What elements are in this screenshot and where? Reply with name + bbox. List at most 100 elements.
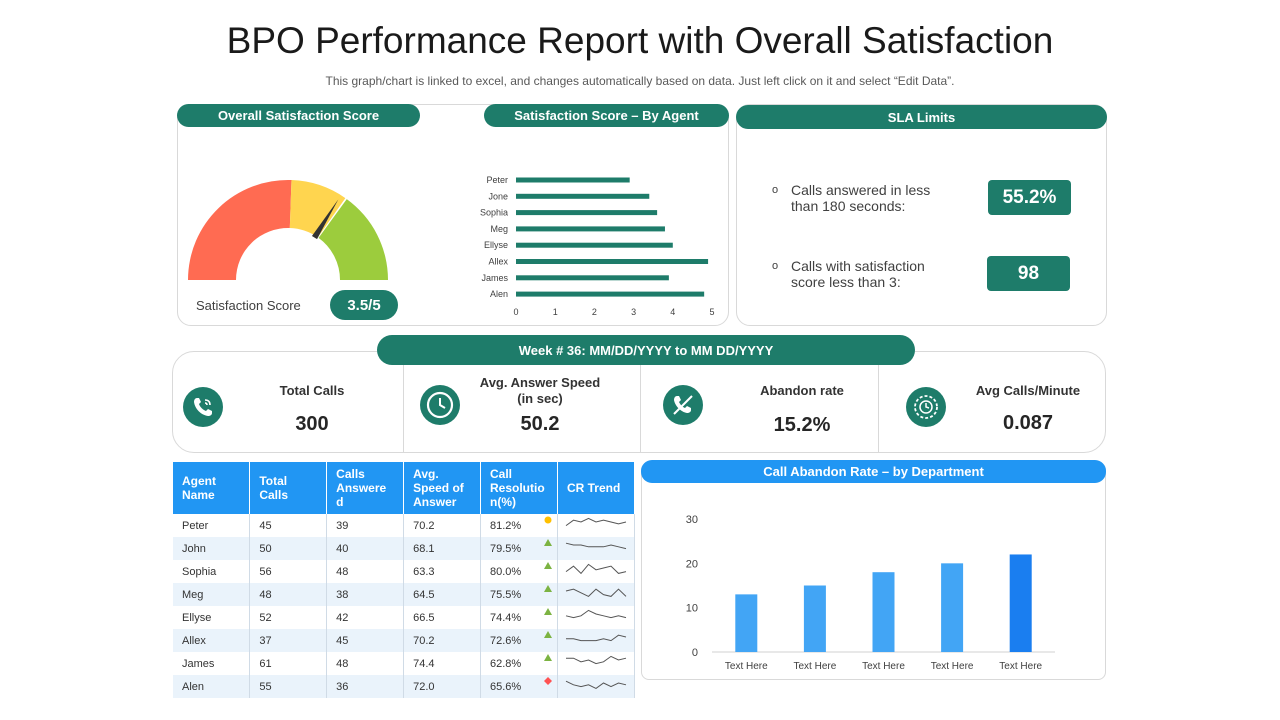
header-line: d bbox=[336, 495, 344, 509]
total-calls-cell-text: 37 bbox=[259, 634, 272, 647]
calls-answered-cell-text: 39 bbox=[336, 519, 349, 532]
call-resolution-cell: 62.8% bbox=[480, 652, 558, 675]
col-avg-speed: Avg. Speed of Answer bbox=[403, 462, 481, 514]
abandon-bar bbox=[1009, 554, 1032, 652]
table-row: James 61 48 74.4 62.8% bbox=[173, 652, 636, 675]
calls-answered-cell-text: 48 bbox=[336, 657, 349, 670]
calls-answered-cell-text: 42 bbox=[336, 611, 349, 624]
agent-bar bbox=[516, 193, 650, 199]
up-triangle-icon bbox=[543, 585, 552, 592]
x-category-label: Text Here bbox=[862, 661, 905, 672]
avg-calls-value: 0.087 bbox=[1002, 412, 1054, 434]
sla-satisfaction-value: 98 bbox=[987, 256, 1070, 291]
agent-name-cell-text: Allex bbox=[182, 634, 206, 647]
avg-speed-cell: 74.4 bbox=[403, 652, 481, 675]
sla-answered-line1: Calls answered in less bbox=[791, 182, 931, 198]
call-resolution-cell: 65.6% bbox=[480, 675, 558, 698]
abandon-rate-label: Abandon rate bbox=[760, 383, 844, 398]
x-tick-label: 1 bbox=[553, 307, 558, 317]
circle-indicator-icon bbox=[544, 516, 552, 524]
call-resolution-cell: 81.2% bbox=[480, 514, 558, 537]
agent-name-cell-text: Alen bbox=[182, 680, 205, 693]
table-row: Allex 37 45 70.2 72.6% bbox=[173, 629, 636, 652]
avg-speed-cell-text: 68.1 bbox=[413, 542, 435, 555]
agent-bar bbox=[516, 259, 709, 264]
up-triangle-icon bbox=[543, 562, 552, 569]
sla-satisfaction-line1: Calls with satisfaction bbox=[791, 258, 925, 274]
avg-speed-cell-text: 70.2 bbox=[413, 634, 435, 647]
agent-name-cell-text: Peter bbox=[182, 519, 209, 532]
calls-answered-cell-text: 45 bbox=[336, 634, 349, 647]
answer-speed-value: 50.2 bbox=[520, 413, 560, 435]
abandon-header: Call Abandon Rate – by Department bbox=[641, 460, 1106, 483]
sparkline-path bbox=[565, 517, 627, 527]
abandon-bar bbox=[872, 572, 895, 652]
sla-panel bbox=[736, 104, 1107, 326]
overall-satisfaction-header: Overall Satisfaction Score bbox=[177, 104, 420, 127]
agent-bar bbox=[516, 275, 669, 281]
cr-trend-cell bbox=[557, 675, 636, 698]
agent-name-cell: John bbox=[173, 537, 251, 560]
avg-speed-cell: 70.2 bbox=[403, 514, 481, 537]
table-row: Ellyse 52 42 66.5 74.4% bbox=[173, 606, 636, 629]
agent-name-cell-text: Ellyse bbox=[182, 611, 212, 624]
answer-speed-label: Avg. Answer Speed bbox=[479, 375, 601, 390]
agent-bar bbox=[516, 226, 665, 232]
avg-speed-cell: 70.2 bbox=[403, 629, 481, 652]
call-resolution-cell-text: 72.6% bbox=[490, 634, 522, 647]
calls-answered-cell-text: 38 bbox=[336, 588, 349, 601]
calls-answered-cell: 36 bbox=[326, 675, 405, 698]
calls-answered-cell: 45 bbox=[326, 629, 405, 652]
agent-name-cell: James bbox=[173, 652, 251, 675]
hangup-icon bbox=[663, 385, 703, 425]
x-tick-label: 3 bbox=[631, 307, 636, 317]
gauge-needle bbox=[311, 199, 339, 240]
calls-answered-cell: 48 bbox=[326, 560, 405, 583]
agent-name-cell: Ellyse bbox=[173, 606, 251, 629]
agent-axis-label: Allex bbox=[488, 257, 508, 267]
call-resolution-cell-text: 75.5% bbox=[490, 588, 522, 601]
col-calls-answered: Calls Answere d bbox=[326, 462, 405, 514]
col-total-calls: Total Calls bbox=[249, 462, 328, 514]
agent-bar bbox=[516, 242, 673, 248]
abandon-bar bbox=[941, 563, 964, 652]
call-resolution-cell-text: 74.4% bbox=[490, 611, 522, 624]
total-calls-label: Total Calls bbox=[279, 383, 345, 398]
total-calls-cell: 61 bbox=[249, 652, 328, 675]
sla-satisfaction-line2: score less than 3: bbox=[791, 274, 901, 290]
total-calls-cell-text: 55 bbox=[259, 680, 272, 693]
avg-speed-cell: 72.0 bbox=[403, 675, 481, 698]
cr-trend-cell bbox=[557, 560, 636, 583]
cr-trend-cell bbox=[557, 583, 636, 606]
page-title: BPO Performance Report with Overall Sati… bbox=[226, 20, 1054, 61]
header-line: Speed of bbox=[413, 481, 464, 495]
x-category-label: Text Here bbox=[725, 661, 768, 672]
avg-speed-cell: 68.1 bbox=[403, 537, 481, 560]
cr-trend-cell bbox=[557, 652, 636, 675]
bullet-icon: o bbox=[772, 184, 779, 196]
calls-answered-cell: 39 bbox=[326, 514, 405, 537]
sparkline-path bbox=[565, 634, 627, 642]
agent-satisfaction-chart: Peter Jone Sophia Meg Ellyse Allex James Alen 0 1… bbox=[480, 175, 715, 317]
sla-header: SLA Limits bbox=[736, 105, 1107, 129]
agent-table: Agent Name Total Calls Calls Answere d A… bbox=[173, 462, 636, 698]
sparkline-path bbox=[565, 542, 627, 550]
sla-item-satisfaction: o Calls with satisfaction score less tha… bbox=[772, 258, 972, 290]
kpi-divider bbox=[878, 365, 879, 453]
kpi-divider bbox=[640, 365, 641, 453]
col-call-resolution: Call Resolutio n(%) bbox=[480, 462, 558, 514]
calls-answered-cell-text: 40 bbox=[336, 542, 349, 555]
sparkline bbox=[565, 634, 627, 642]
header-line: Total bbox=[259, 474, 288, 488]
cr-trend-cell bbox=[557, 629, 636, 652]
header-line: Resolutio bbox=[490, 481, 545, 495]
agent-name-cell: Alen bbox=[173, 675, 251, 698]
sparkline-path bbox=[565, 563, 627, 575]
agent-name-cell: Sophia bbox=[173, 560, 251, 583]
table-row: Sophia 56 48 63.3 80.0% bbox=[173, 560, 636, 583]
sparkline bbox=[565, 563, 627, 575]
calls-answered-cell: 48 bbox=[326, 652, 405, 675]
satisfaction-score-value: 3.5/5 bbox=[330, 290, 398, 320]
agent-name-cell-text: Meg bbox=[182, 588, 204, 601]
call-resolution-cell: 75.5% bbox=[480, 583, 558, 606]
